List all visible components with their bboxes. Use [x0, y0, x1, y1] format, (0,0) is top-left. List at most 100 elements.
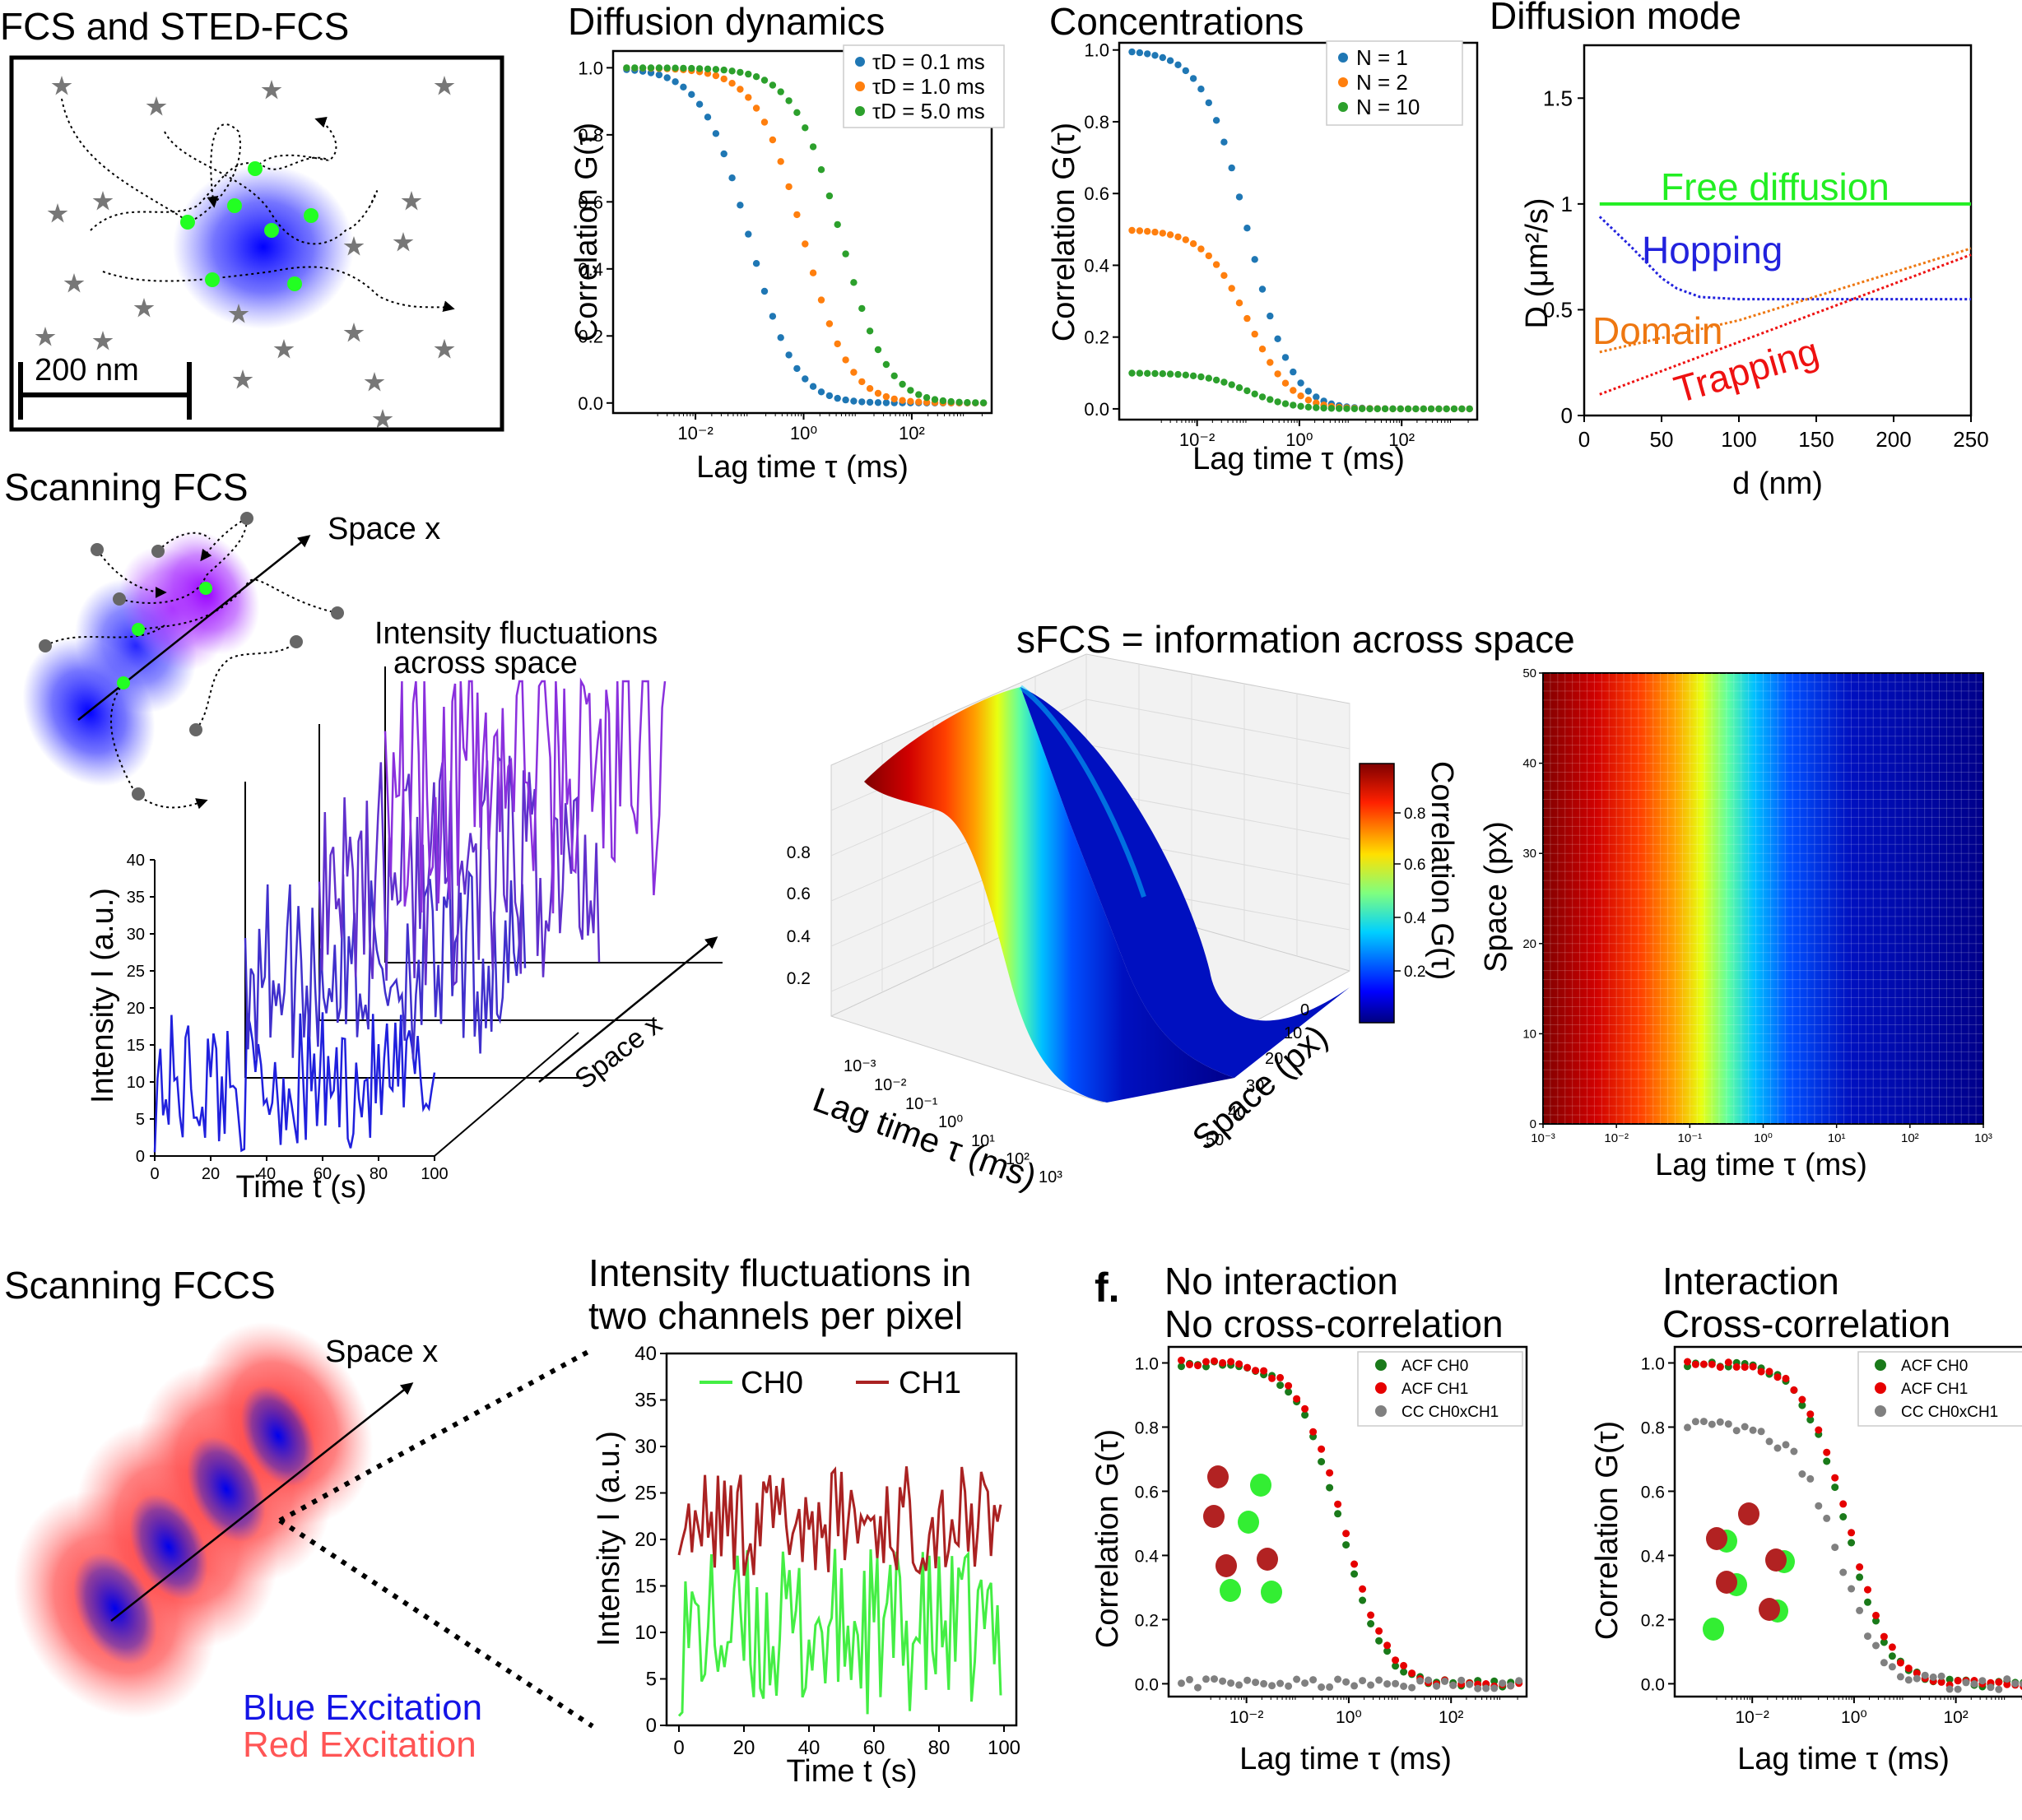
data-point — [1260, 1367, 1268, 1375]
y-tick-label: 0.4 — [1084, 255, 1109, 276]
data-point — [1970, 1680, 1978, 1688]
data-point — [1136, 49, 1144, 57]
data-point — [1383, 1647, 1392, 1655]
data-point — [647, 64, 655, 72]
data-point — [1375, 1676, 1383, 1684]
diffusion-mode-title: Diffusion mode — [1490, 0, 1741, 37]
ni-plot: 0.0 0.2 0.4 0.6 0.8 1.0 10⁻² 10⁰ 10² — [1135, 1354, 1523, 1727]
data-point — [1684, 1358, 1691, 1366]
data-point — [1684, 1423, 1691, 1432]
data-point — [1987, 1683, 1995, 1692]
data-point — [817, 296, 825, 304]
data-point — [760, 287, 769, 295]
data-point — [1856, 1573, 1864, 1581]
data-point — [1367, 1620, 1375, 1627]
data-point — [825, 320, 834, 327]
data-point — [728, 67, 736, 75]
data-point — [1490, 1677, 1499, 1685]
y-tick-label: 1.0 — [578, 58, 603, 78]
data-point — [1227, 1679, 1235, 1688]
data-point — [655, 71, 663, 79]
data-point — [745, 70, 752, 78]
trace-ch0 — [677, 1548, 1002, 1717]
data-point — [1359, 1677, 1367, 1685]
y-tick-label: 0.4 — [578, 259, 603, 280]
data-point — [1765, 1437, 1773, 1446]
data-point — [1205, 99, 1213, 107]
x-tick-label: 0 — [1578, 427, 1590, 452]
z-tick-label: 0.6 — [787, 884, 811, 903]
molecule-star — [372, 409, 393, 429]
data-point — [745, 230, 752, 238]
data-point — [785, 351, 793, 359]
data-point — [1174, 370, 1182, 378]
dm-axes — [1583, 44, 1973, 417]
ni-legend-3: CC CH0xCH1 — [1401, 1404, 1499, 1421]
data-point — [1904, 1664, 1913, 1673]
data-point — [1258, 346, 1267, 353]
data-point — [1243, 314, 1251, 323]
data-point — [1790, 1447, 1798, 1456]
data-point — [1197, 373, 1205, 381]
y-tick-label: 15 — [634, 1576, 657, 1598]
data-point — [1128, 369, 1136, 377]
data-point — [1404, 405, 1412, 413]
conc-legend-2: N = 2 — [1356, 70, 1408, 95]
tc-legend-ch0: CH0 — [741, 1366, 803, 1400]
data-point — [1151, 369, 1159, 378]
x-tick-label: 10² — [1006, 1150, 1030, 1168]
data-point — [1178, 1679, 1185, 1688]
cb-tick-label: 0.2 — [1404, 963, 1425, 981]
data-point — [1921, 1671, 1929, 1679]
data-point — [672, 78, 679, 86]
x-tick-label: 10² — [1388, 429, 1415, 450]
data-point — [1499, 1679, 1507, 1688]
in-legend-1: ACF CH0 — [1901, 1358, 1968, 1375]
y-tick-label: 35 — [127, 889, 145, 907]
data-point — [1839, 1568, 1848, 1576]
y-tick-label: 25 — [127, 963, 145, 981]
data-point — [1336, 405, 1343, 412]
y-tick-label: 20 — [1265, 1050, 1283, 1068]
dd-legend — [843, 44, 1005, 128]
y-tick-label: 15 — [127, 1037, 145, 1055]
data-point — [1202, 1675, 1210, 1683]
fluct-two-ch-title-2: two channels per pixel — [588, 1294, 963, 1337]
data-point — [834, 340, 841, 348]
fluct-space-1: Intensity fluctuations — [374, 616, 658, 651]
data-point — [1913, 1669, 1921, 1678]
x-tick-label: 10³ — [1039, 1168, 1062, 1186]
data-point — [1441, 1677, 1449, 1685]
data-point — [1823, 1457, 1831, 1465]
y-tick-label: 0.4 — [1135, 1547, 1160, 1566]
data-point — [899, 380, 906, 388]
label-domain: Domain — [1592, 309, 1723, 352]
conc-legend-1: N = 1 — [1356, 45, 1408, 70]
y-tick-label: 0 — [1530, 1117, 1536, 1131]
y-tick-label: 5 — [646, 1669, 657, 1691]
data-point — [769, 136, 777, 144]
data-point — [1285, 1381, 1293, 1390]
data-point — [1815, 1502, 1823, 1510]
interaction-title-2: Cross-correlation — [1662, 1302, 1950, 1345]
data-point — [1194, 1683, 1202, 1692]
data-point — [688, 64, 695, 72]
data-point — [1274, 335, 1281, 342]
panel-f: f. No interaction No cross-correlation I… — [1090, 1260, 2022, 1776]
data-point — [1716, 1418, 1724, 1426]
data-point — [1276, 1381, 1285, 1390]
molecule-star — [228, 304, 249, 323]
ni-ylabel: Correlation G(τ) — [1090, 1429, 1125, 1648]
data-point — [1182, 236, 1190, 244]
data-point — [1954, 1677, 1962, 1685]
data-point — [1888, 1663, 1896, 1671]
y-tick-label: 0.8 — [1641, 1418, 1665, 1437]
data-point — [663, 64, 671, 72]
data-point — [1228, 164, 1235, 172]
data-point — [1798, 1401, 1806, 1409]
x-tick-label: 10⁻² — [1229, 1708, 1263, 1727]
data-point — [777, 88, 784, 95]
data-point — [1281, 379, 1290, 387]
conc-legend-3: N = 10 — [1356, 95, 1420, 119]
